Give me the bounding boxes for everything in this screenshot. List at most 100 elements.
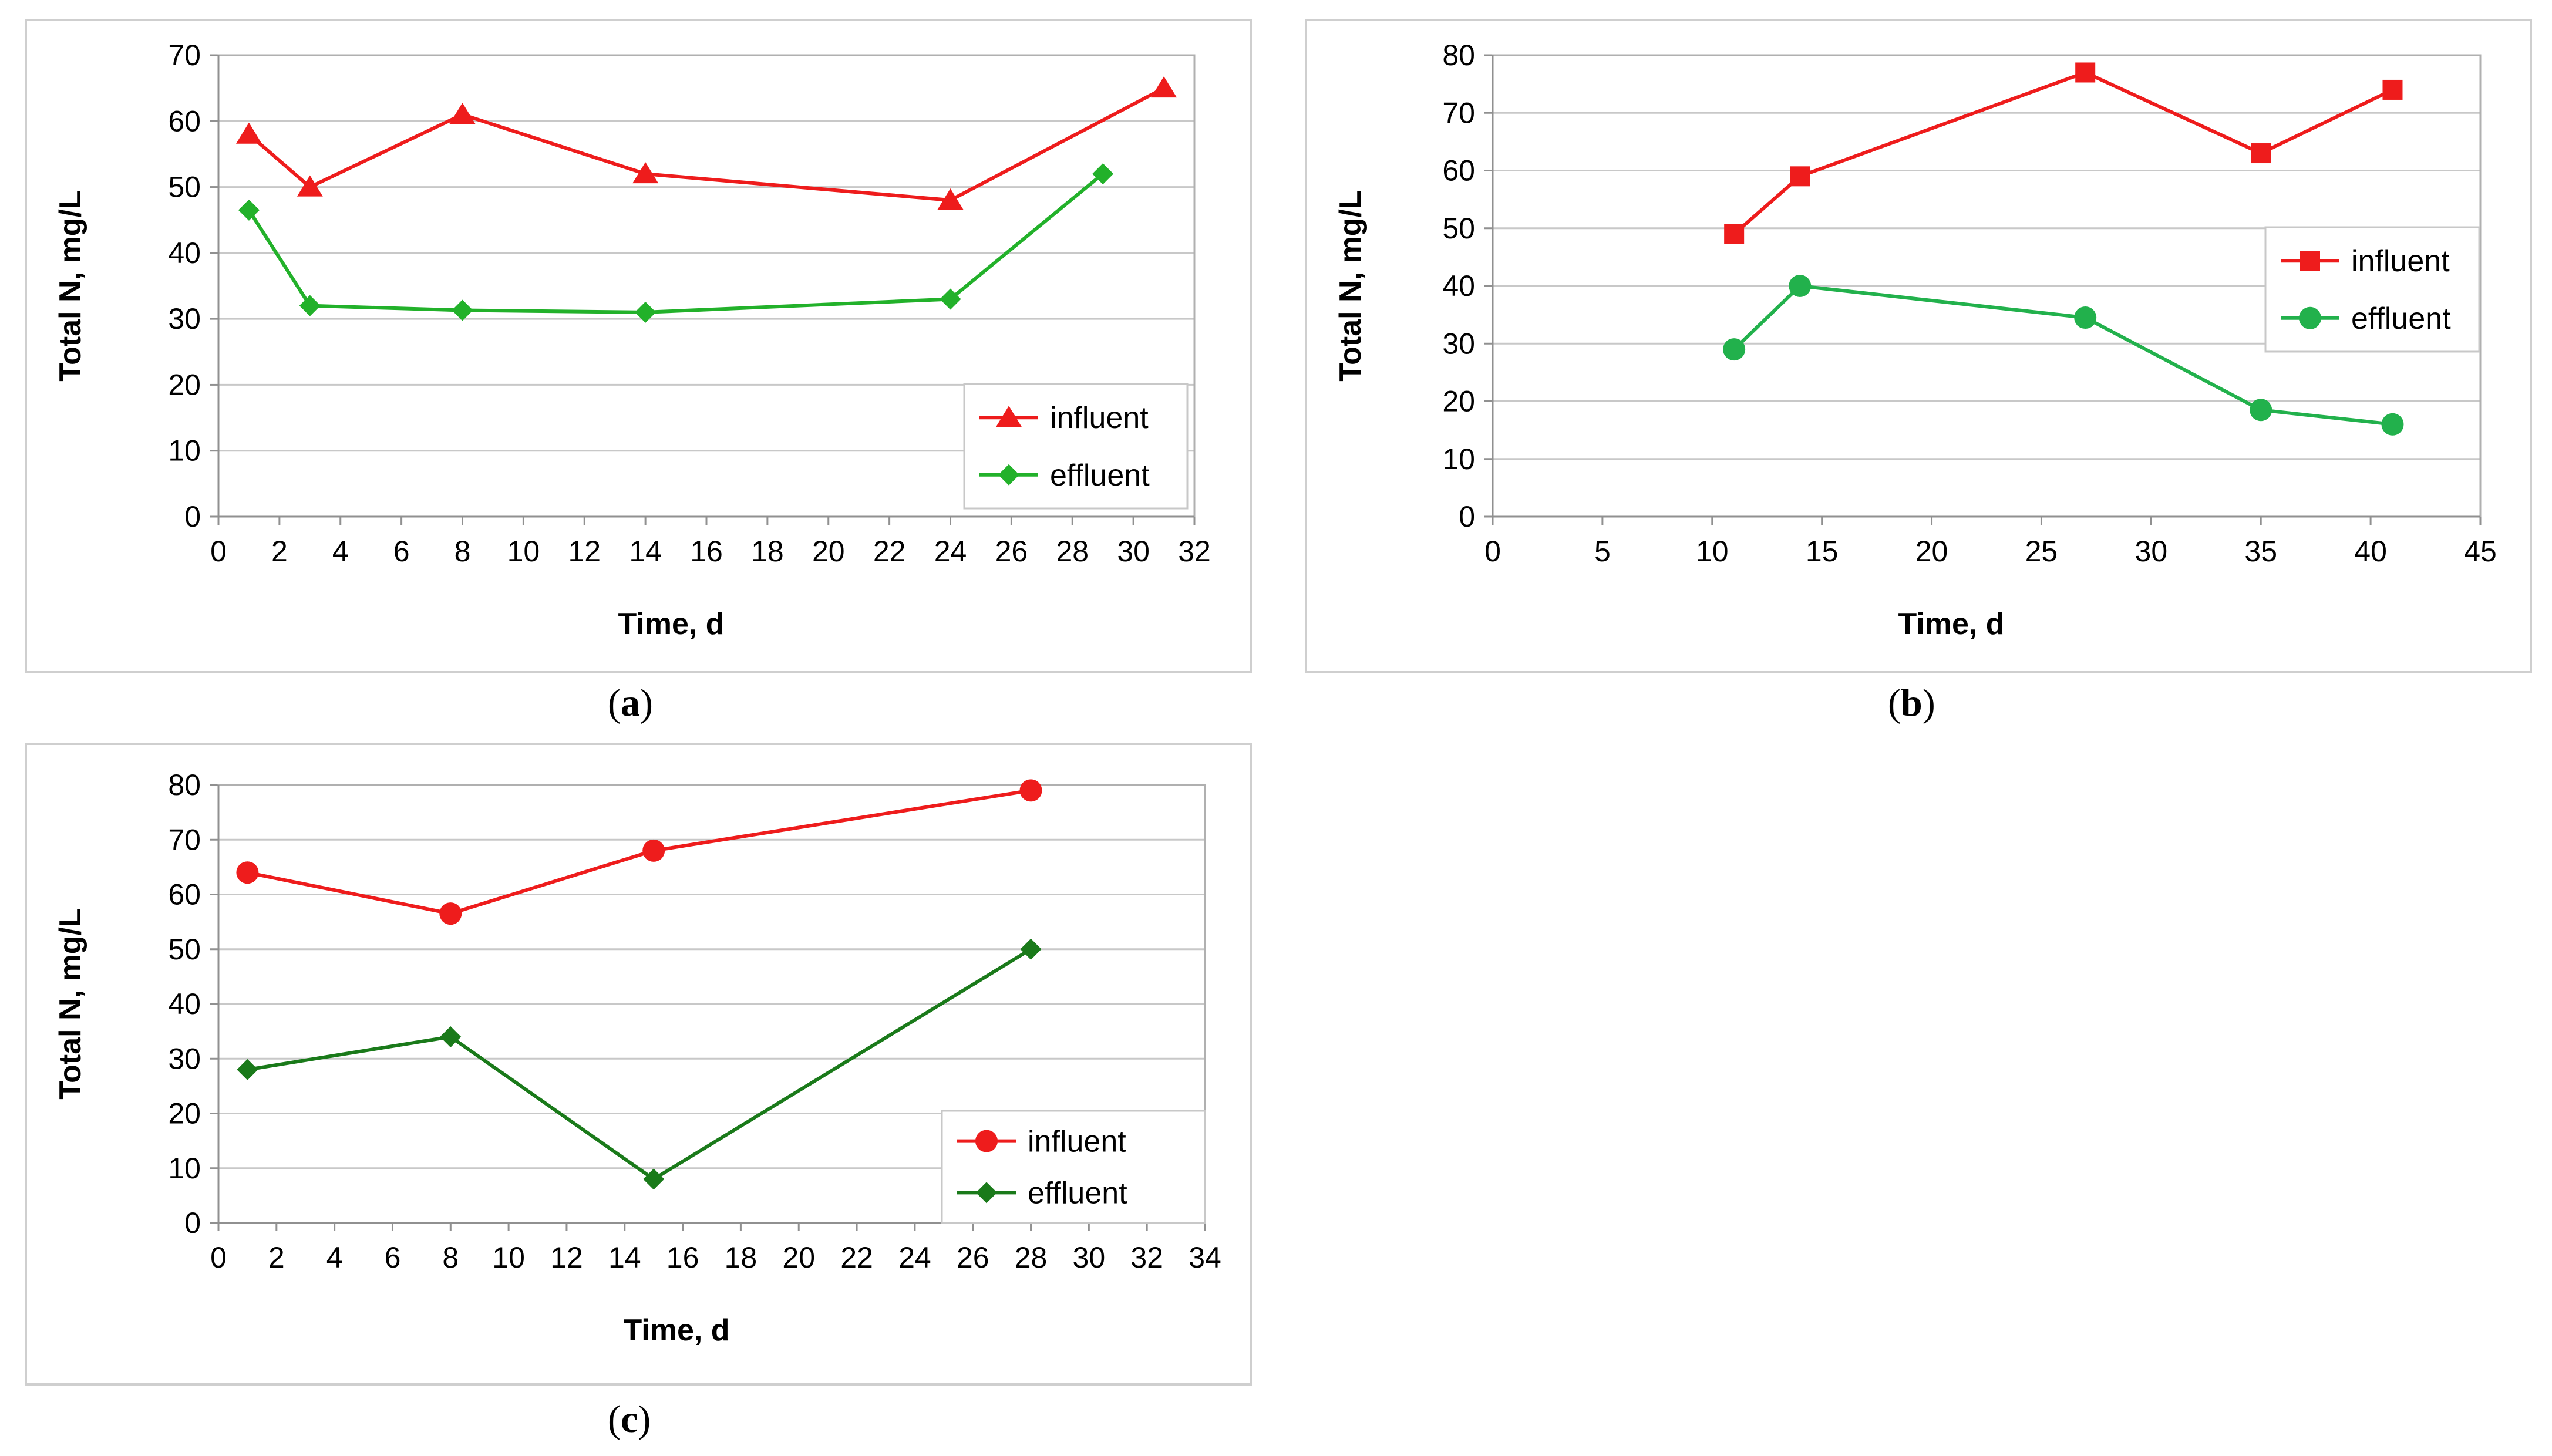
chart-a-x-tick-label: 2 <box>271 535 288 568</box>
chart-b-y-tick-label: 10 <box>1442 443 1475 476</box>
chart-b-x-tick-label: 0 <box>1484 535 1501 568</box>
chart-c-influent-line <box>247 788 1032 916</box>
chart-c-x-tick-label: 26 <box>957 1241 989 1274</box>
chart-c-y-tick-label: 20 <box>168 1097 201 1130</box>
chart-b-y-tick-label: 70 <box>1442 96 1475 129</box>
chart-panel-a: 0 10 20 30 40 50 60 70 0 2 4 6 8 10 12 14 16 18 20 22 24 26 28… <box>25 19 1252 673</box>
chart-b-x-tick-label: 10 <box>1696 535 1729 568</box>
chart-c-x-axis-title: Time, d <box>623 1313 729 1347</box>
chart-c-effluent-point <box>440 1026 462 1047</box>
chart-a-x-tick-label: 10 <box>507 535 540 568</box>
chart-c-y-tick-label: 50 <box>168 933 201 966</box>
chart-a-y-tick-label: 60 <box>168 105 201 137</box>
chart-b-x-tick-label: 40 <box>2354 535 2387 568</box>
chart-c-outer-frame <box>25 743 1252 1386</box>
chart-c-x-tick-label: 30 <box>1073 1241 1106 1274</box>
chart-c-effluent-point <box>237 1059 258 1080</box>
chart-a-influent-line <box>247 86 1165 203</box>
chart-a-y-tick-label: 30 <box>168 302 201 335</box>
chart-a-legend-swatch-marker <box>998 464 1019 486</box>
chart-a-legend-box <box>963 383 1189 510</box>
chart-a-influent-point <box>235 122 262 144</box>
chart-a-y-tick-label: 70 <box>168 39 201 72</box>
chart-b-influent-point <box>1724 224 1745 244</box>
chart-b-y-tick-label: 20 <box>1442 385 1475 418</box>
chart-a-x-tick-label: 4 <box>332 535 349 568</box>
chart-a-influent-point <box>632 162 659 184</box>
chart-b-y-tick-label: 30 <box>1442 327 1475 360</box>
chart-c-effluent-line <box>247 948 1032 1181</box>
chart-b-x-tick-label: 5 <box>1594 535 1611 568</box>
chart-a-x-tick-label: 32 <box>1178 535 1211 568</box>
chart-c-x-tick-label: 10 <box>492 1241 525 1274</box>
chart-c-y-tick-label: 30 <box>168 1042 201 1075</box>
chart-c-legend-box <box>941 1110 1206 1224</box>
chart-a-x-tick-label: 8 <box>454 535 471 568</box>
chart-a-outer-frame <box>25 19 1252 673</box>
chart-c-influent-point <box>236 861 259 884</box>
chart-b-series-effluent <box>1723 275 2404 436</box>
chart-b-effluent-point <box>1723 338 1746 361</box>
chart-c-legend-label-effluent: effluent <box>1028 1176 1127 1210</box>
chart-a-x-tick-label: 12 <box>568 535 601 568</box>
chart-a-x-axis-title: Time, d <box>618 607 724 641</box>
chart-c-y-tick-label: 10 <box>168 1152 201 1185</box>
chart-c-x-tick-label: 18 <box>725 1241 757 1274</box>
chart-b-x-tick-label: 45 <box>2464 535 2497 568</box>
chart-c-x-tick-label: 8 <box>442 1241 459 1274</box>
chart-b-y-tick-label: 0 <box>1459 500 1475 533</box>
chart-c-x-tick-label: 20 <box>782 1241 815 1274</box>
chart-a-effluent-point <box>1092 163 1114 185</box>
chart-a-x-tick-label: 18 <box>751 535 784 568</box>
chart-a-effluent-line <box>247 172 1105 314</box>
chart-a-x-tick-label: 14 <box>629 535 662 568</box>
chart-c-effluent-point <box>1020 938 1042 960</box>
chart-b-legend-box <box>2264 226 2480 353</box>
caption-a: (a) <box>608 682 653 724</box>
chart-a-y-axis-title: Total N, mg/L <box>53 190 87 381</box>
chart-c-y-tick-label: 0 <box>184 1206 201 1239</box>
chart-a-x-tick-label: 22 <box>873 535 906 568</box>
chart-c-x-tick-label: 4 <box>326 1241 343 1274</box>
chart-c-x-tick-label: 34 <box>1189 1241 1221 1274</box>
chart-c-y-tick-label: 60 <box>168 878 201 911</box>
chart-b-influent-point <box>2075 62 2096 83</box>
chart-b-effluent-point <box>2250 399 2272 422</box>
chart-c-x-tick-label: 28 <box>1015 1241 1048 1274</box>
chart-c-y-tick-label: 80 <box>168 769 201 801</box>
chart-b-series-influent <box>1724 62 2403 244</box>
chart-b-x-tick-label: 25 <box>2025 535 2058 568</box>
chart-b-legend: influent effluent <box>2264 226 2480 353</box>
chart-c-influent-point <box>439 902 462 925</box>
chart-a-x-tick-label: 30 <box>1117 535 1150 568</box>
chart-a-x-tick-label: 28 <box>1056 535 1089 568</box>
chart-c-legend-swatch-marker <box>976 1182 997 1204</box>
chart-a-y-tick-label: 0 <box>184 500 201 533</box>
chart-b-y-axis-title: Total N, mg/L <box>1334 190 1368 381</box>
chart-b-y-tick-label: 40 <box>1442 269 1475 302</box>
chart-a-legend-label-influent: influent <box>1050 401 1149 435</box>
chart-b-x-axis-title: Time, d <box>1898 607 2004 641</box>
chart-b-y-tick-label: 50 <box>1442 212 1475 245</box>
chart-a-legend-label-effluent: effluent <box>1050 459 1150 493</box>
chart-a-series-effluent <box>238 163 1114 323</box>
chart-a-influent-point <box>449 103 476 124</box>
chart-c-legend-label-influent: influent <box>1028 1125 1126 1159</box>
chart-b-x-tick-label: 20 <box>1915 535 1948 568</box>
chart-a-y-tick-label: 10 <box>168 434 201 467</box>
chart-a-x-tick-label: 6 <box>393 535 410 568</box>
chart-c-influent-point <box>642 839 665 862</box>
chart-c-x-tick-label: 0 <box>210 1241 227 1274</box>
chart-c-series-effluent <box>237 938 1042 1190</box>
chart-c-x-tick-label: 2 <box>268 1241 285 1274</box>
chart-c-x-tick-label: 12 <box>550 1241 583 1274</box>
chart-a-influent-point <box>1151 76 1177 98</box>
chart-b-influent-point <box>2382 79 2403 100</box>
chart-c-x-tick-label: 32 <box>1130 1241 1163 1274</box>
chart-a-x-tick-label: 0 <box>210 535 227 568</box>
caption-b: (b) <box>1888 682 1935 724</box>
chart-b-legend-swatch-marker <box>2299 306 2321 329</box>
chart-a-effluent-point <box>635 301 656 323</box>
chart-a-effluent-point <box>940 288 961 310</box>
